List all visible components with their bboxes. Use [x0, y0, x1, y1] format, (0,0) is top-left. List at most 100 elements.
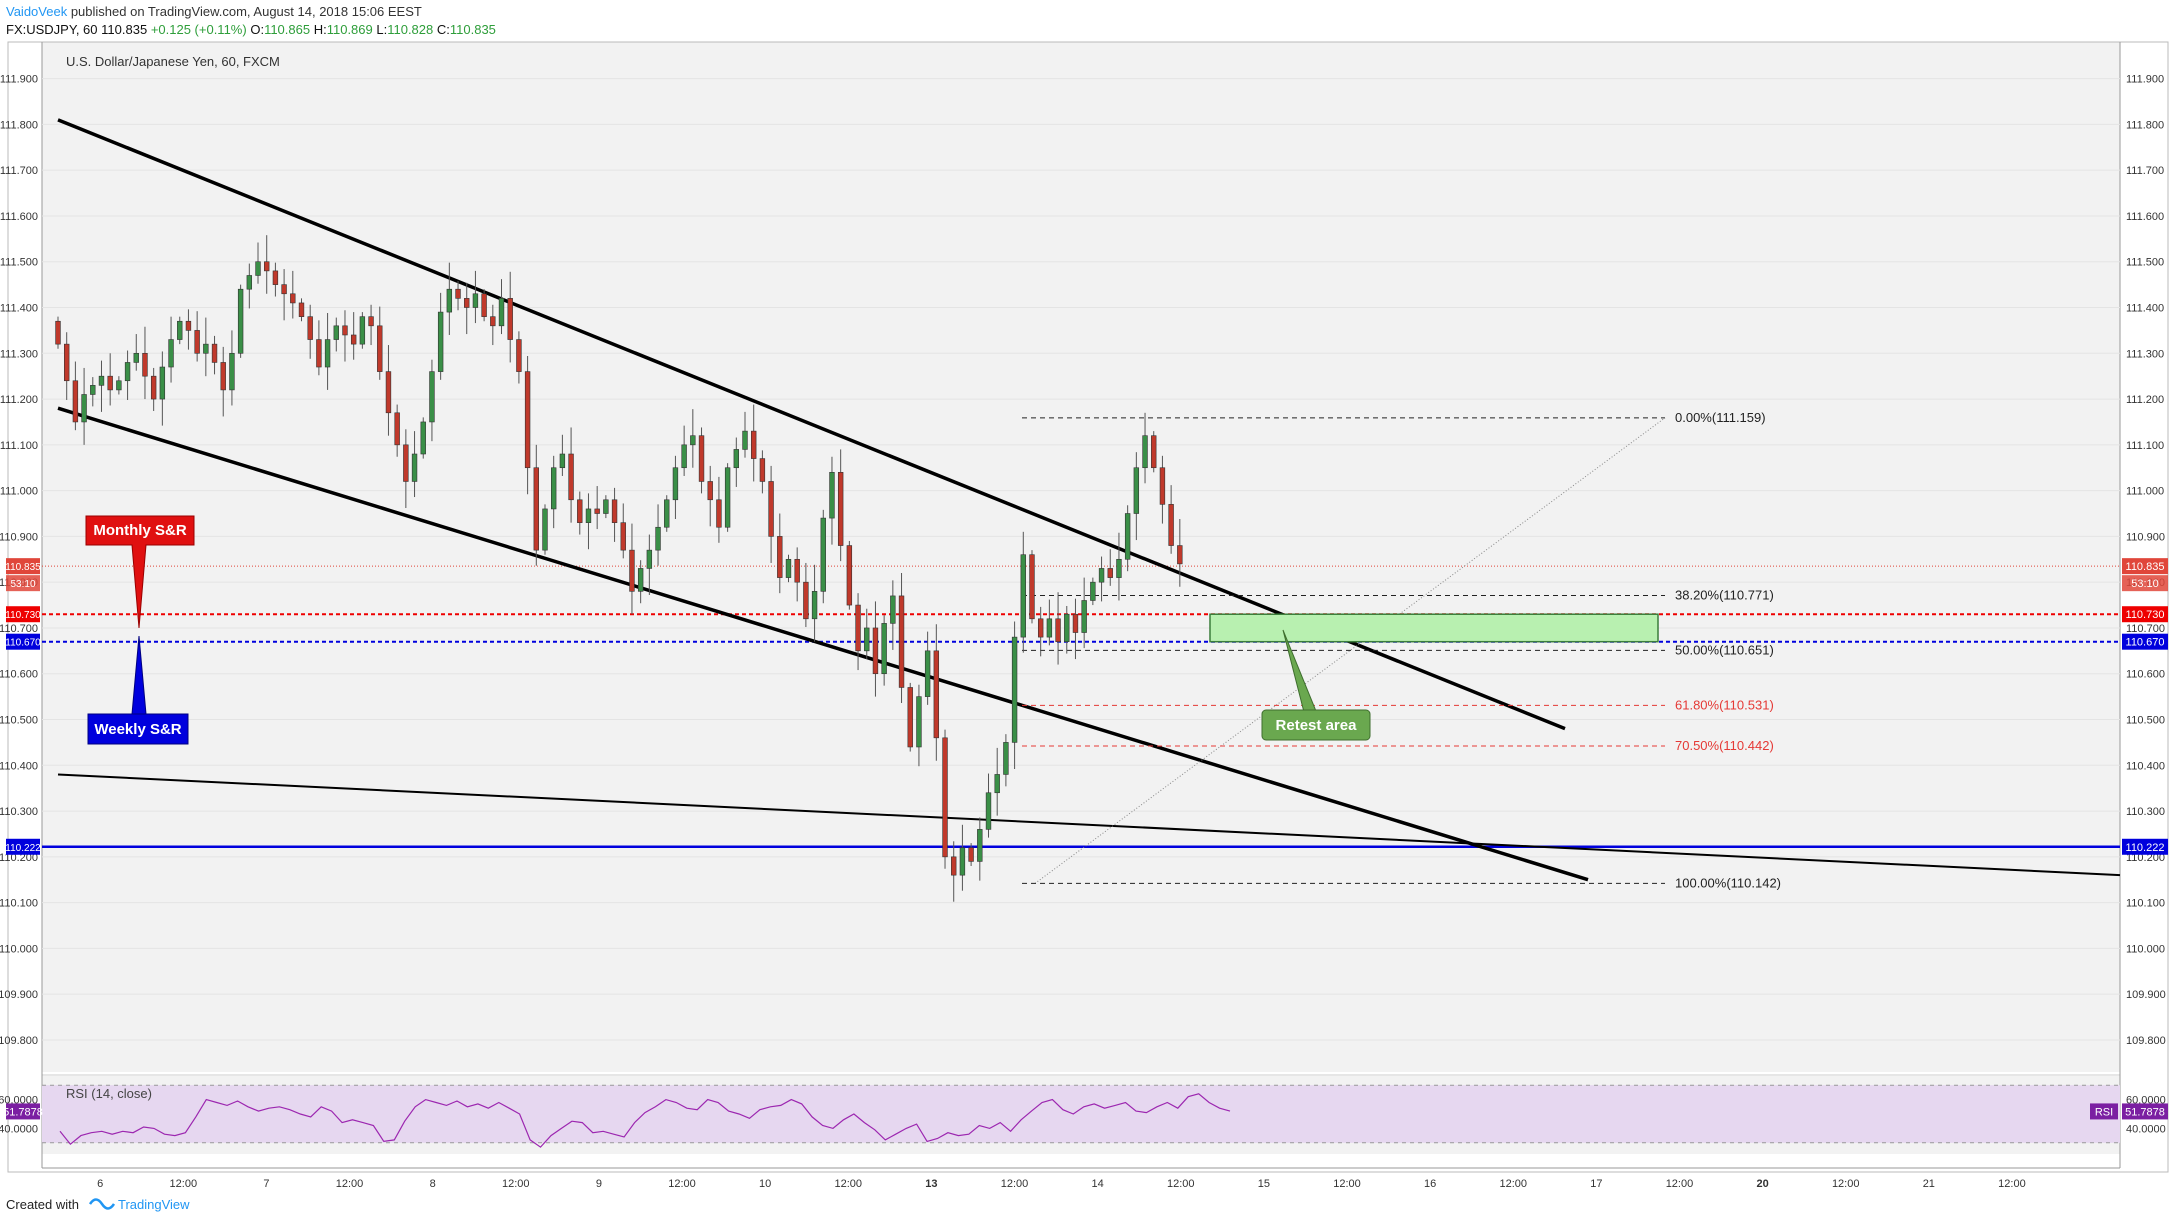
candle-body: [98, 375, 105, 386]
candle-body: [672, 467, 679, 501]
candle-body: [951, 856, 957, 876]
candle-body: [794, 558, 800, 583]
price-tag-left: [6, 838, 40, 855]
candle-body: [316, 339, 322, 368]
x-tick-label: 16: [1424, 1178, 1436, 1190]
y-tick-label-right: 111.200: [2126, 394, 2164, 406]
weekly-sr-callout: [87, 635, 189, 745]
candle-body: [150, 375, 157, 400]
rsi-value-right: 51.7878: [2125, 1106, 2165, 1118]
candle-body: [1159, 467, 1166, 505]
y-tick-label-left: 111.700: [0, 165, 38, 177]
price-tag-left: [6, 558, 40, 575]
fib-level-label: 61.80%(110.531): [1675, 697, 1774, 712]
candle-body: [307, 316, 313, 340]
low-label: L:: [376, 22, 388, 37]
tradingview-link[interactable]: TradingView: [118, 1197, 190, 1212]
candle-body: [1003, 742, 1009, 775]
candle-body: [690, 435, 696, 446]
y-tick-label-left: 110.700: [0, 623, 38, 635]
y-tick-label-left: 111.900: [0, 74, 38, 86]
retest-label: Retest area: [1276, 717, 1358, 734]
chart-title: U.S. Dollar/Japanese Yen, 60, FXCM: [66, 54, 280, 69]
countdown-tag-left: [6, 575, 40, 592]
price-change: +0.125 (+0.11%): [150, 22, 247, 37]
candle-body: [1107, 568, 1113, 578]
candle-body: [924, 650, 931, 697]
candle-body: [1037, 618, 1044, 638]
candle-body: [116, 380, 122, 391]
y-tick-label-right: 110.600: [2126, 669, 2165, 681]
candle-body: [194, 330, 200, 354]
rsi-name-tag: [2090, 1103, 2118, 1120]
candle-body: [829, 472, 835, 519]
candle-body: [1090, 581, 1096, 601]
candle-body: [994, 774, 1000, 794]
y-tick-label-right: 109.900: [2126, 989, 2166, 1001]
price-tag-right: [2122, 606, 2168, 623]
candle-body: [751, 430, 757, 459]
y-tick-label-right: 111.400: [2126, 303, 2164, 315]
candle-body: [72, 380, 79, 423]
x-tick-label: 12:00: [1167, 1178, 1195, 1190]
candle-body: [1020, 554, 1026, 638]
y-tick-label-left: 110.300: [0, 806, 38, 818]
y-tick-label-left: 111.800: [0, 119, 38, 131]
price-tag-right-text: 110.730: [2126, 609, 2165, 621]
candle-body: [837, 472, 844, 546]
price-pane[interactable]: [42, 42, 2120, 1072]
candle-body: [281, 284, 287, 295]
y-tick-label-right: 110.500: [2126, 715, 2165, 727]
x-tick-label: 12:00: [1832, 1178, 1860, 1190]
price-tag-left: [6, 633, 40, 650]
price-chart[interactable]: 0.00%(111.159) 38.20%(110.771) 50.00%(110.…: [0, 0, 2175, 1190]
x-tick-label: 6: [97, 1178, 103, 1190]
candle-body: [411, 453, 418, 482]
candle-body: [881, 623, 887, 675]
candle-body: [1081, 600, 1087, 633]
candle-body: [1142, 435, 1148, 469]
y-tick-label-right: 111.100: [2126, 440, 2164, 452]
rsi-tick-label-right: 40.0000: [2126, 1123, 2166, 1135]
x-tick-label: 20: [1756, 1178, 1768, 1190]
symbol-label[interactable]: FX:USDJPY, 60: [6, 22, 98, 37]
candle-body: [203, 343, 209, 354]
high-label: H:: [313, 22, 327, 37]
x-tick-label: 12:00: [502, 1178, 530, 1190]
candle-body: [394, 412, 400, 446]
candle-body: [481, 293, 487, 317]
candle-body: [472, 293, 479, 308]
x-tick-label: 7: [263, 1178, 269, 1190]
x-tick-label: 12:00: [1333, 1178, 1361, 1190]
candle-body: [559, 453, 566, 469]
candle-body: [985, 792, 992, 830]
candle-body: [968, 847, 974, 862]
candle-body: [220, 362, 226, 391]
y-tick-label-left: 109.800: [0, 1035, 38, 1047]
candle-body: [455, 288, 461, 299]
y-tick-label-right: 110.900: [2126, 531, 2165, 543]
y-tick-label-right: 111.600: [2126, 211, 2164, 223]
countdown-left: 53:10: [10, 579, 35, 590]
candle-body: [185, 320, 192, 331]
close-label: C:: [436, 22, 450, 37]
candle-body: [64, 343, 70, 382]
x-tick-label: 12:00: [170, 1178, 198, 1190]
candle-body: [1046, 618, 1053, 638]
price-tag-left-text: 110.670: [5, 638, 41, 649]
author-link[interactable]: VaidoVeek: [6, 4, 68, 19]
candle-body: [629, 549, 635, 592]
candle-body: [707, 481, 713, 501]
candle-body: [568, 453, 574, 501]
y-tick-label-left: 111.200: [0, 394, 38, 406]
y-tick-label-left: 110.100: [0, 898, 38, 910]
candle-body: [437, 311, 444, 372]
candle-body: [855, 604, 861, 652]
y-tick-label-right: 111.000: [2126, 486, 2164, 498]
candle-body: [90, 385, 96, 395]
candle-body: [168, 339, 174, 368]
candle-body: [464, 298, 470, 308]
candle-body: [577, 499, 583, 523]
candle-body: [246, 275, 253, 290]
candle-body: [664, 499, 670, 528]
